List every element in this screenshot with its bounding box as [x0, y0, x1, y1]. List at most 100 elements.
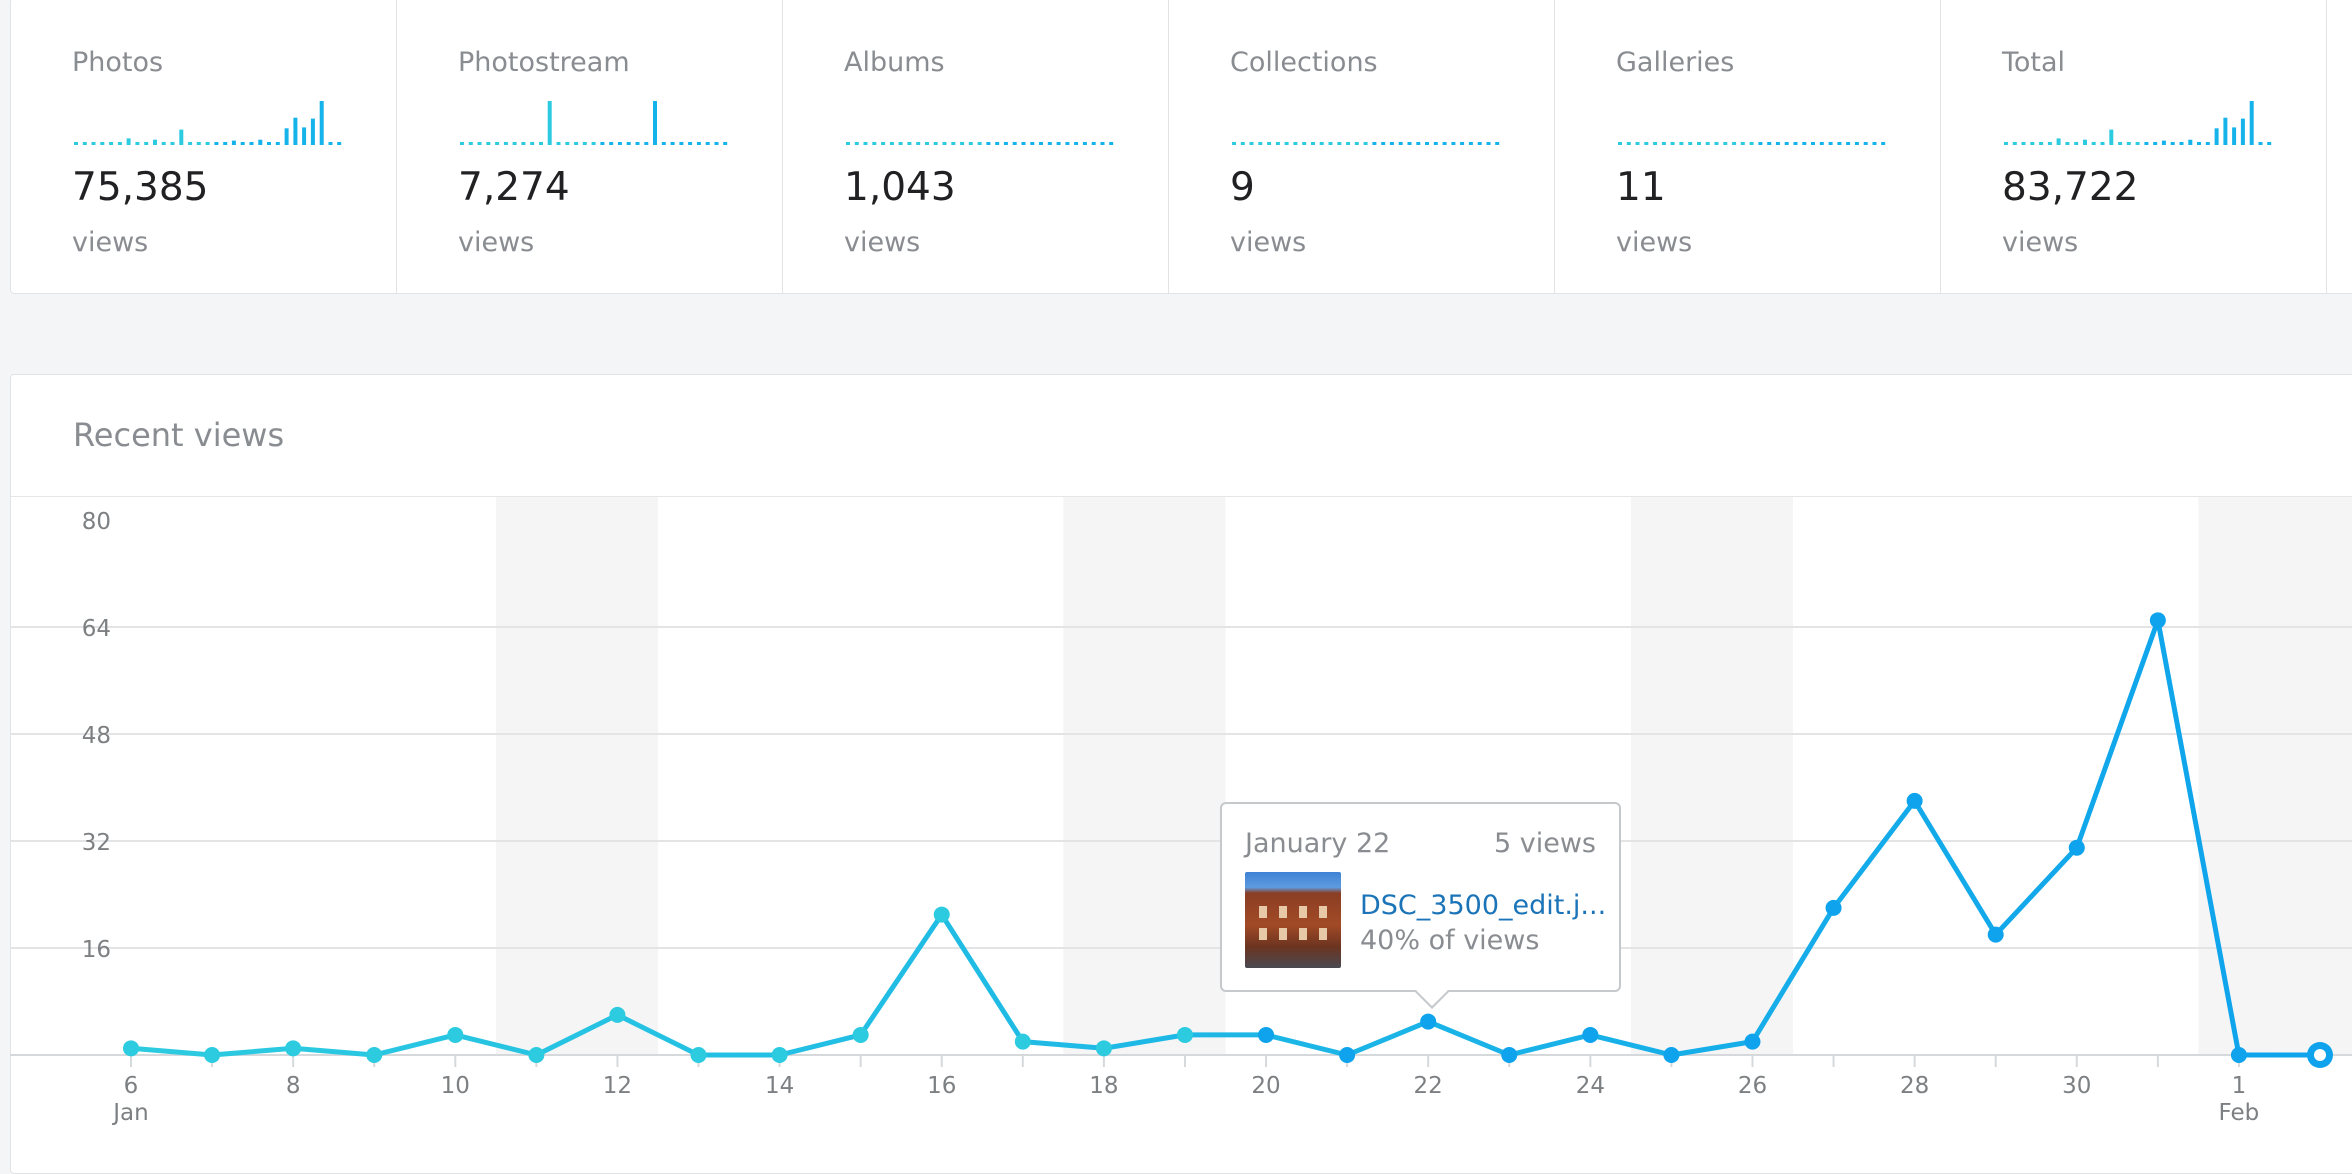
sparkline	[2004, 101, 2272, 145]
spark-bar	[539, 142, 543, 145]
spark-bar	[2065, 142, 2070, 145]
spark-bar	[1749, 142, 1754, 145]
spark-bar	[135, 142, 140, 145]
sparkline	[846, 142, 1114, 145]
spark-bar	[2267, 142, 2272, 145]
spark-bar	[1240, 142, 1245, 145]
spark-bar	[1784, 142, 1789, 145]
spark-bar	[1109, 142, 1114, 145]
spark-bar	[617, 142, 622, 145]
stat-label: Collections	[1230, 47, 1378, 78]
spark-bar	[196, 142, 201, 145]
spark-bar	[1074, 142, 1079, 145]
x-tick-label: 6	[124, 1073, 139, 1099]
spark-bar	[925, 142, 929, 145]
stat-value: 75,385	[72, 165, 209, 210]
stat-value: 11	[1616, 165, 1666, 210]
data-point	[690, 1047, 707, 1063]
x-tick-label: 14	[765, 1073, 794, 1099]
spark-bar	[1618, 142, 1622, 145]
spark-bar	[626, 142, 631, 145]
spark-bar	[1451, 142, 1456, 145]
spark-bar	[1486, 142, 1491, 145]
spark-bar	[688, 142, 693, 145]
spark-bar	[1758, 142, 1763, 145]
spark-bar	[1416, 142, 1421, 145]
spark-bar	[1653, 142, 1658, 145]
spark-bar	[916, 142, 921, 145]
spark-bar	[2135, 142, 2140, 145]
y-tick-label: 32	[82, 830, 111, 856]
x-tick-label: 18	[1089, 1073, 1118, 1099]
x-tick-label: 12	[603, 1073, 632, 1099]
spark-bar	[2083, 139, 2087, 145]
data-point	[1176, 1026, 1193, 1043]
stat-label: Albums	[844, 47, 945, 78]
data-point	[1258, 1026, 1275, 1043]
spark-bar	[1688, 142, 1693, 145]
spark-bar	[1363, 142, 1368, 145]
spark-bar	[1275, 142, 1280, 145]
data-point	[1014, 1033, 1031, 1050]
spark-bar	[600, 142, 605, 145]
spark-bar	[1284, 142, 1289, 145]
spark-bar	[1021, 142, 1026, 145]
spark-bar	[2214, 128, 2219, 145]
spark-bar	[582, 142, 587, 145]
spark-bar	[1626, 142, 1631, 145]
spark-bar	[986, 142, 991, 145]
stat-collections[interactable]: Collections 9 views	[1169, 0, 1555, 293]
x-tick-label: 10	[441, 1073, 470, 1099]
stat-photostream[interactable]: Photostream 7,274 views	[397, 0, 783, 293]
stat-albums[interactable]: Albums 1,043 views	[783, 0, 1169, 293]
spark-bar	[854, 142, 859, 145]
spark-bar	[126, 138, 131, 145]
spark-bar	[1670, 142, 1675, 145]
spark-bar	[714, 142, 719, 145]
spark-bar	[951, 142, 956, 145]
spark-bar	[1354, 142, 1359, 145]
spark-bar	[1425, 142, 1429, 145]
data-point	[285, 1040, 302, 1057]
x-tick-label: 8	[286, 1073, 301, 1099]
spark-bar	[933, 142, 938, 145]
spark-bar	[258, 139, 263, 145]
stat-photos[interactable]: Photos 75,385 views	[11, 0, 397, 293]
chart-tooltip: January 22 5 views DSC_3500_edit.j... 40…	[1220, 802, 1621, 992]
data-point	[1663, 1047, 1680, 1063]
photo-filename-link[interactable]: DSC_3500_edit.j...	[1360, 890, 1607, 921]
spark-bar	[863, 142, 868, 145]
spark-bar	[2118, 142, 2123, 145]
spark-bar	[670, 142, 675, 145]
spark-bar	[1091, 142, 1096, 145]
spark-bar	[1811, 142, 1815, 145]
spark-bar	[1767, 142, 1772, 145]
spark-bar	[1819, 142, 1824, 145]
data-point	[1095, 1040, 1112, 1057]
spark-bar	[100, 142, 105, 145]
spark-bar	[188, 142, 193, 145]
spark-bar	[2039, 142, 2044, 145]
spark-bar	[2197, 142, 2201, 145]
spark-bar	[293, 117, 298, 145]
spark-bar	[556, 142, 561, 145]
stat-total[interactable]: Total 83,722 views	[1941, 0, 2327, 293]
photo-thumbnail[interactable]	[1245, 872, 1341, 968]
x-tick-label: 26	[1738, 1073, 1767, 1099]
spark-bar	[231, 140, 236, 145]
stat-galleries[interactable]: Galleries 11 views	[1555, 0, 1941, 293]
x-tick-label: 1	[2232, 1073, 2247, 1099]
spark-bar	[1495, 142, 1500, 145]
spark-bar	[530, 142, 535, 145]
spark-bar	[2047, 142, 2052, 145]
spark-bar	[1012, 142, 1017, 145]
spark-bar	[302, 127, 307, 145]
sparkline	[460, 101, 728, 145]
spark-bar	[284, 128, 289, 145]
spark-bar	[1837, 142, 1842, 145]
spark-bar	[679, 142, 684, 145]
spark-bar	[1065, 142, 1070, 145]
spark-bar	[872, 142, 877, 145]
spark-bar	[2091, 142, 2096, 145]
